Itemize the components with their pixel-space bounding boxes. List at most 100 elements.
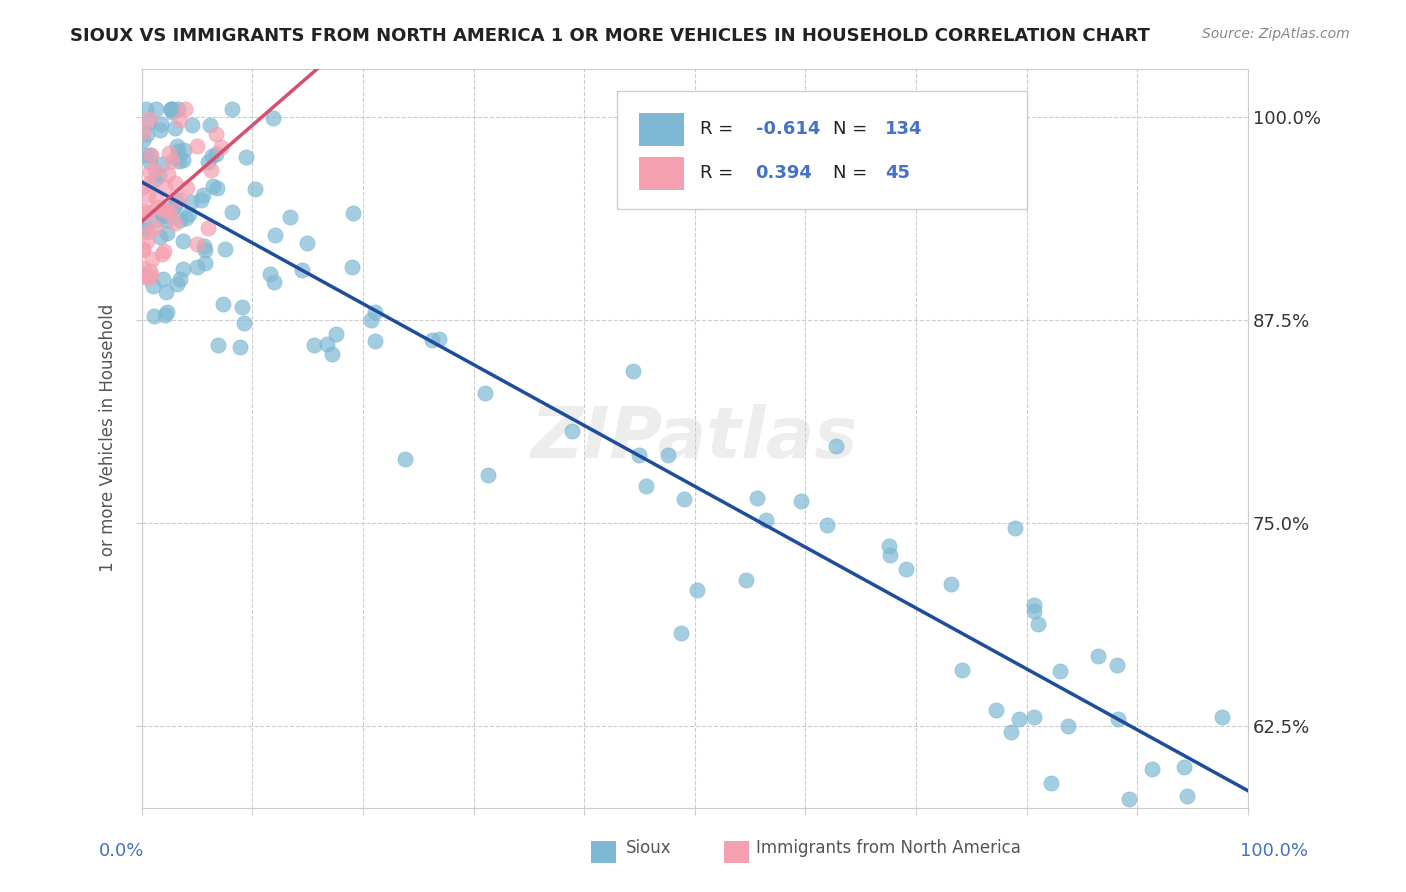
Point [160,102,183,116]
Point [167,102,190,116]
Point [152,246,174,260]
Point [232,316,254,330]
Point [143,162,166,177]
Point [1026,616,1049,631]
Point [1087,649,1109,664]
FancyBboxPatch shape [640,113,683,146]
Point [262,111,284,125]
Point [166,138,188,153]
Point [197,220,219,235]
Point [228,340,250,354]
Point [1024,709,1046,723]
Point [163,121,186,136]
Point [165,151,187,165]
Text: -0.614: -0.614 [755,120,820,138]
Point [156,305,179,319]
Point [166,277,188,292]
Point [194,255,217,269]
Point [157,146,180,161]
Text: ZIPatlas: ZIPatlas [531,403,859,473]
Point [198,118,221,132]
Point [394,452,416,467]
Point [193,239,215,253]
Point [162,105,184,120]
Point [138,115,160,129]
Point [160,102,183,116]
Point [186,236,208,251]
Point [657,448,679,462]
Point [139,176,162,190]
Point [1022,604,1045,618]
Point [152,244,174,258]
Point [162,199,184,213]
Text: 0.394: 0.394 [755,164,813,183]
Point [136,271,159,285]
Point [879,549,901,563]
Point [200,163,222,178]
Point [132,126,155,140]
Point [132,243,155,257]
Point [302,338,325,352]
Point [155,180,177,194]
Point [1107,657,1129,672]
Point [138,148,160,162]
FancyBboxPatch shape [640,157,683,191]
Point [136,225,159,239]
Point [1107,712,1129,726]
Point [141,252,163,267]
Point [1175,789,1198,804]
Point [172,234,194,248]
Point [1049,664,1071,678]
Point [636,478,658,492]
Point [167,193,190,207]
Point [1024,598,1046,612]
Point [177,206,200,220]
Point [186,260,208,274]
Point [135,148,157,162]
Point [181,118,204,132]
Point [132,207,155,221]
Text: Sioux: Sioux [626,838,671,856]
Point [221,205,243,219]
Point [149,123,172,137]
Point [145,191,167,205]
Point [211,297,233,311]
Point [342,206,364,220]
Point [1000,724,1022,739]
Point [143,172,166,186]
Point [132,202,155,217]
Point [173,102,195,116]
Point [172,261,194,276]
Point [278,211,301,225]
Point [1118,792,1140,806]
Point [263,227,285,242]
Point [291,263,314,277]
Text: 0.0%: 0.0% [98,842,143,860]
Point [135,102,157,116]
Point [950,663,973,677]
Point [169,112,191,127]
Point [132,180,155,194]
Point [138,112,160,127]
Point [621,364,644,378]
Point [134,223,156,237]
Point [325,327,347,342]
Point [156,167,179,181]
Point [896,561,918,575]
Point [986,703,1008,717]
Point [138,165,160,179]
Point [176,180,198,194]
Point [1173,760,1195,774]
Point [735,573,758,587]
Point [297,235,319,250]
Point [141,148,163,162]
Point [790,493,813,508]
Point [142,279,165,293]
Point [201,178,224,193]
Point [877,539,900,553]
Text: N =: N = [832,164,873,183]
Point [201,149,224,163]
Text: Source: ZipAtlas.com: Source: ZipAtlas.com [1202,27,1350,41]
FancyBboxPatch shape [617,91,1026,209]
Point [143,309,166,323]
